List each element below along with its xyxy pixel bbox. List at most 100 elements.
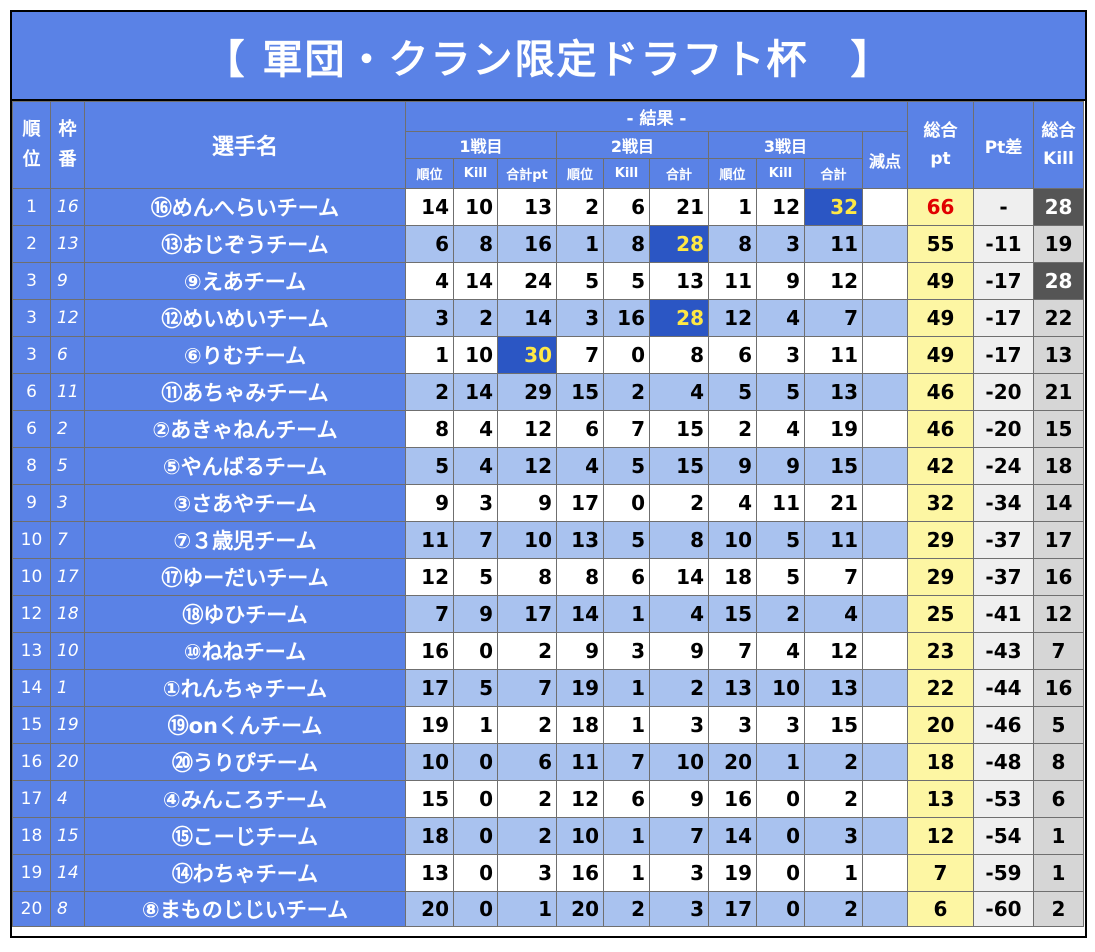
waku-cell: 13: [50, 225, 85, 263]
total-kill-cell: 5: [1033, 706, 1084, 744]
battle3-kill-cell: 4: [756, 299, 805, 337]
waku-cell: 20: [50, 743, 85, 781]
team-name-cell: ②あきゃねんチーム: [84, 410, 406, 448]
battle2-rank-cell: 18: [556, 706, 604, 744]
pt-diff-cell: -54: [973, 817, 1034, 855]
table-row: 19 14 ⑭わちゃチーム 13 0 3 16 1 3 19 0 1 7 -59 1: [12, 854, 1084, 892]
team-name-cell: ⑲onくんチーム: [84, 706, 406, 744]
battle2-rank-cell: 20: [556, 891, 604, 927]
battle3-kill-cell: 3: [756, 706, 805, 744]
rank-cell: 16: [12, 743, 51, 781]
battle1-rank-cell: 20: [405, 891, 454, 927]
battle1-kill-cell: 2: [453, 299, 498, 337]
battle3-total-cell: 32: [804, 188, 863, 226]
battle3-kill-cell: 5: [756, 373, 805, 411]
total-kill-cell: 21: [1033, 373, 1084, 411]
header-b3-kill: Kill: [756, 158, 805, 189]
battle1-rank-cell: 6: [405, 225, 454, 263]
battle2-rank-cell: 6: [556, 410, 604, 448]
battle3-rank-cell: 20: [708, 743, 757, 781]
battle1-kill-cell: 10: [453, 336, 498, 374]
pt-diff-cell: -37: [973, 521, 1034, 559]
battle1-rank-cell: 13: [405, 854, 454, 892]
battle2-kill-cell: 0: [603, 336, 650, 374]
genten-cell: [862, 595, 908, 633]
waku-cell: 3: [50, 484, 85, 522]
battle1-rank-cell: 14: [405, 188, 454, 226]
total-kill-cell: 16: [1033, 558, 1084, 596]
total-pt-cell: 20: [907, 706, 974, 744]
pt-diff-cell: -17: [973, 336, 1034, 374]
battle2-kill-cell: 7: [603, 410, 650, 448]
battle1-kill-cell: 0: [453, 817, 498, 855]
total-pt-cell: 6: [907, 891, 974, 927]
total-kill-cell: 6: [1033, 780, 1084, 818]
genten-cell: [862, 447, 908, 485]
battle1-kill-cell: 5: [453, 558, 498, 596]
battle1-rank-cell: 7: [405, 595, 454, 633]
battle3-kill-cell: 9: [756, 262, 805, 300]
rank-cell: 19: [12, 854, 51, 892]
header-b1-total: 合計pt: [497, 158, 557, 189]
battle1-total-cell: 30: [497, 336, 557, 374]
header-waku: 枠番: [50, 101, 85, 189]
battle2-kill-cell: 6: [603, 188, 650, 226]
waku-cell: 17: [50, 558, 85, 596]
rank-cell: 1: [12, 188, 51, 226]
battle3-rank-cell: 14: [708, 817, 757, 855]
battle3-rank-cell: 2: [708, 410, 757, 448]
total-pt-cell: 29: [907, 558, 974, 596]
battle3-rank-cell: 16: [708, 780, 757, 818]
battle2-kill-cell: 16: [603, 299, 650, 337]
total-pt-cell: 49: [907, 299, 974, 337]
total-pt-cell: 49: [907, 336, 974, 374]
battle2-rank-cell: 3: [556, 299, 604, 337]
team-name-cell: ⑫めいめいチーム: [84, 299, 406, 337]
genten-cell: [862, 410, 908, 448]
battle3-total-cell: 13: [804, 373, 863, 411]
battle2-kill-cell: 1: [603, 595, 650, 633]
team-name-cell: ⑤やんばるチーム: [84, 447, 406, 485]
pt-diff-cell: -34: [973, 484, 1034, 522]
battle1-kill-cell: 5: [453, 669, 498, 707]
genten-cell: [862, 706, 908, 744]
battle1-total-cell: 3: [497, 854, 557, 892]
battle1-rank-cell: 15: [405, 780, 454, 818]
battle3-kill-cell: 0: [756, 891, 805, 927]
total-kill-cell: 15: [1033, 410, 1084, 448]
header-rank-label: 順位: [22, 119, 41, 170]
battle1-rank-cell: 12: [405, 558, 454, 596]
battle2-rank-cell: 15: [556, 373, 604, 411]
rank-cell: 10: [12, 521, 51, 559]
battle3-total-cell: 2: [804, 780, 863, 818]
team-name-cell: ④みんころチーム: [84, 780, 406, 818]
waku-cell: 18: [50, 595, 85, 633]
total-pt-cell: 23: [907, 632, 974, 670]
pt-diff-cell: -44: [973, 669, 1034, 707]
table-row: 6 2 ②あきゃねんチーム 8 4 12 6 7 15 2 4 19 46 -20 15: [12, 410, 1084, 448]
header-battle3: 3戦目: [708, 131, 863, 159]
battle1-kill-cell: 0: [453, 854, 498, 892]
battle1-total-cell: 10: [497, 521, 557, 559]
table-row: 3 6 ⑥りむチーム 1 10 30 7 0 8 6 3 11 49 -17 13: [12, 336, 1084, 374]
battle2-kill-cell: 0: [603, 484, 650, 522]
waku-cell: 2: [50, 410, 85, 448]
total-pt-cell: 12: [907, 817, 974, 855]
battle3-total-cell: 2: [804, 891, 863, 927]
team-name-cell: ⑮こーじチーム: [84, 817, 406, 855]
battle3-rank-cell: 19: [708, 854, 757, 892]
battle1-total-cell: 2: [497, 780, 557, 818]
battle1-rank-cell: 1: [405, 336, 454, 374]
header-genten: 減点: [862, 131, 908, 189]
pt-diff-cell: -17: [973, 299, 1034, 337]
genten-cell: [862, 780, 908, 818]
team-name-cell: ⑳うりぴチーム: [84, 743, 406, 781]
total-kill-cell: 14: [1033, 484, 1084, 522]
battle2-total-cell: 13: [649, 262, 709, 300]
team-name-cell: ⑦３歳児チーム: [84, 521, 406, 559]
battle2-total-cell: 15: [649, 447, 709, 485]
table-row: 14 1 ①れんちゃチーム 17 5 7 19 1 2 13 10 13 22 -44 16: [12, 669, 1084, 707]
battle2-kill-cell: 2: [603, 891, 650, 927]
total-kill-cell: 12: [1033, 595, 1084, 633]
pt-diff-cell: -17: [973, 262, 1034, 300]
